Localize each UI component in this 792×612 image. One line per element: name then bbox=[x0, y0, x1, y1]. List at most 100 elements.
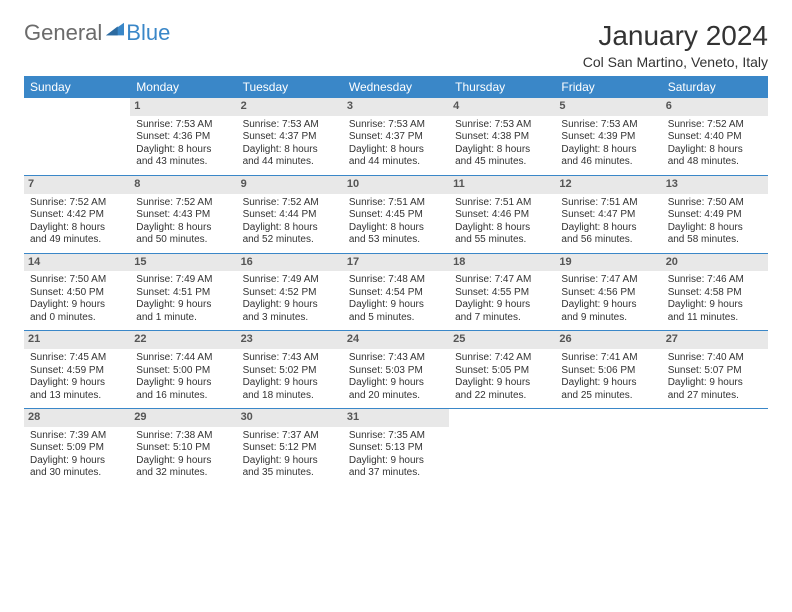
day-number: 14 bbox=[24, 254, 130, 272]
sunrise-text: Sunrise: 7:49 AM bbox=[136, 274, 230, 287]
calendar-week-row: 14 Sunrise: 7:50 AMSunset: 4:50 PM Dayligh… bbox=[24, 253, 768, 331]
day-number: 11 bbox=[449, 176, 555, 194]
sunrise-text: Sunrise: 7:42 AM bbox=[455, 352, 549, 365]
sunset-text: Sunset: 4:52 PM bbox=[243, 287, 337, 300]
daylight-text: and 52 minutes. bbox=[243, 234, 337, 247]
daylight-text: and 3 minutes. bbox=[243, 312, 337, 325]
daylight-text: and 5 minutes. bbox=[349, 312, 443, 325]
daylight-text: and 45 minutes. bbox=[455, 156, 549, 169]
sunrise-text: Sunrise: 7:53 AM bbox=[243, 119, 337, 132]
day-cell: 28Sunrise: 7:39 AMSunset: 5:09 PMDayligh… bbox=[24, 409, 130, 486]
daylight-text: Daylight: 9 hours bbox=[243, 455, 337, 468]
daylight-text: and 16 minutes. bbox=[136, 390, 230, 403]
daylight-text: and 53 minutes. bbox=[349, 234, 443, 247]
sunset-text: Sunset: 4:55 PM bbox=[455, 287, 549, 300]
sunset-text: Sunset: 4:44 PM bbox=[243, 209, 337, 222]
weekday-header: Monday bbox=[130, 76, 236, 98]
sunrise-text: Sunrise: 7:38 AM bbox=[136, 430, 230, 443]
month-title: January 2024 bbox=[583, 20, 768, 52]
sunrise-text: Sunrise: 7:37 AM bbox=[243, 430, 337, 443]
calendar-table: SundayMondayTuesdayWednesdayThursdayFrid… bbox=[24, 76, 768, 486]
sunrise-text: Sunrise: 7:50 AM bbox=[30, 274, 124, 287]
empty-cell bbox=[555, 409, 661, 486]
day-number: 21 bbox=[24, 331, 130, 349]
daylight-text: and 56 minutes. bbox=[561, 234, 655, 247]
sunset-text: Sunset: 4:46 PM bbox=[455, 209, 549, 222]
daylight-text: and 37 minutes. bbox=[349, 467, 443, 480]
day-number: 8 bbox=[130, 176, 236, 194]
sunset-text: Sunset: 4:39 PM bbox=[561, 131, 655, 144]
day-number: 22 bbox=[130, 331, 236, 349]
sunrise-text: Sunrise: 7:47 AM bbox=[455, 274, 549, 287]
day-number: 25 bbox=[449, 331, 555, 349]
day-number: 27 bbox=[662, 331, 768, 349]
day-cell: 14Sunrise: 7:50 AMSunset: 4:50 PMDayligh… bbox=[24, 253, 130, 331]
empty-cell bbox=[662, 409, 768, 486]
day-cell: 27Sunrise: 7:40 AMSunset: 5:07 PMDayligh… bbox=[662, 331, 768, 409]
day-number: 4 bbox=[449, 98, 555, 116]
sunrise-text: Sunrise: 7:53 AM bbox=[455, 119, 549, 132]
day-cell: 21Sunrise: 7:45 AMSunset: 4:59 PMDayligh… bbox=[24, 331, 130, 409]
sunrise-text: Sunrise: 7:43 AM bbox=[349, 352, 443, 365]
daylight-text: Daylight: 9 hours bbox=[243, 299, 337, 312]
daylight-text: Daylight: 8 hours bbox=[136, 222, 230, 235]
sunrise-text: Sunrise: 7:46 AM bbox=[668, 274, 762, 287]
sunrise-text: Sunrise: 7:52 AM bbox=[243, 197, 337, 210]
day-cell: 20Sunrise: 7:46 AMSunset: 4:58 PMDayligh… bbox=[662, 253, 768, 331]
sunset-text: Sunset: 5:00 PM bbox=[136, 365, 230, 378]
sunset-text: Sunset: 4:43 PM bbox=[136, 209, 230, 222]
logo-triangle-icon bbox=[106, 21, 124, 39]
sunrise-text: Sunrise: 7:51 AM bbox=[561, 197, 655, 210]
daylight-text: and 55 minutes. bbox=[455, 234, 549, 247]
day-number: 5 bbox=[555, 98, 661, 116]
daylight-text: Daylight: 8 hours bbox=[668, 144, 762, 157]
sunset-text: Sunset: 4:37 PM bbox=[243, 131, 337, 144]
sunset-text: Sunset: 4:51 PM bbox=[136, 287, 230, 300]
daylight-text: Daylight: 8 hours bbox=[455, 144, 549, 157]
sunset-text: Sunset: 4:37 PM bbox=[349, 131, 443, 144]
daylight-text: and 49 minutes. bbox=[30, 234, 124, 247]
weekday-header: Thursday bbox=[449, 76, 555, 98]
daylight-text: and 1 minute. bbox=[136, 312, 230, 325]
calendar-header-row: SundayMondayTuesdayWednesdayThursdayFrid… bbox=[24, 76, 768, 98]
sunset-text: Sunset: 4:50 PM bbox=[30, 287, 124, 300]
daylight-text: and 11 minutes. bbox=[668, 312, 762, 325]
day-number: 1 bbox=[130, 98, 236, 116]
sunset-text: Sunset: 4:42 PM bbox=[30, 209, 124, 222]
day-number: 18 bbox=[449, 254, 555, 272]
sunrise-text: Sunrise: 7:50 AM bbox=[668, 197, 762, 210]
daylight-text: and 44 minutes. bbox=[349, 156, 443, 169]
logo-word1: General bbox=[24, 20, 102, 46]
page-header: General Blue January 2024 Col San Martin… bbox=[24, 20, 768, 70]
day-cell: 18Sunrise: 7:47 AMSunset: 4:55 PMDayligh… bbox=[449, 253, 555, 331]
calendar-week-row: 28Sunrise: 7:39 AMSunset: 5:09 PMDayligh… bbox=[24, 409, 768, 486]
daylight-text: Daylight: 9 hours bbox=[561, 377, 655, 390]
sunrise-text: Sunrise: 7:43 AM bbox=[243, 352, 337, 365]
day-cell: 10Sunrise: 7:51 AMSunset: 4:45 PMDayligh… bbox=[343, 175, 449, 253]
daylight-text: and 22 minutes. bbox=[455, 390, 549, 403]
day-number: 3 bbox=[343, 98, 449, 116]
day-cell: 6Sunrise: 7:52 AMSunset: 4:40 PMDaylight… bbox=[662, 98, 768, 175]
day-number: 19 bbox=[555, 254, 661, 272]
sunrise-text: Sunrise: 7:35 AM bbox=[349, 430, 443, 443]
day-cell: 5Sunrise: 7:53 AMSunset: 4:39 PMDaylight… bbox=[555, 98, 661, 175]
day-number: 28 bbox=[24, 409, 130, 427]
day-number: 12 bbox=[555, 176, 661, 194]
sunrise-text: Sunrise: 7:52 AM bbox=[30, 197, 124, 210]
empty-cell bbox=[24, 98, 130, 175]
sunrise-text: Sunrise: 7:51 AM bbox=[349, 197, 443, 210]
daylight-text: Daylight: 9 hours bbox=[668, 377, 762, 390]
sunrise-text: Sunrise: 7:53 AM bbox=[349, 119, 443, 132]
day-cell: 12Sunrise: 7:51 AMSunset: 4:47 PMDayligh… bbox=[555, 175, 661, 253]
daylight-text: Daylight: 9 hours bbox=[136, 455, 230, 468]
day-number: 29 bbox=[130, 409, 236, 427]
sunset-text: Sunset: 5:02 PM bbox=[243, 365, 337, 378]
daylight-text: and 27 minutes. bbox=[668, 390, 762, 403]
daylight-text: and 50 minutes. bbox=[136, 234, 230, 247]
weekday-header: Wednesday bbox=[343, 76, 449, 98]
day-number: 7 bbox=[24, 176, 130, 194]
sunrise-text: Sunrise: 7:39 AM bbox=[30, 430, 124, 443]
sunrise-text: Sunrise: 7:52 AM bbox=[668, 119, 762, 132]
day-number: 23 bbox=[237, 331, 343, 349]
sunset-text: Sunset: 5:03 PM bbox=[349, 365, 443, 378]
